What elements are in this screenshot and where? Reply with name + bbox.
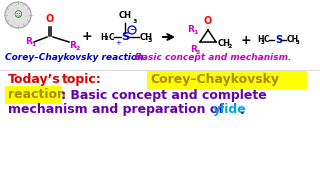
Text: 2: 2: [75, 46, 79, 51]
Text: S: S: [121, 32, 129, 42]
Text: 3: 3: [261, 39, 265, 44]
Text: R: R: [187, 26, 194, 35]
Text: .: .: [240, 103, 245, 116]
Circle shape: [128, 26, 136, 34]
Text: mechanism and preparation of: mechanism and preparation of: [8, 103, 228, 116]
Text: 3: 3: [133, 19, 137, 24]
Text: Corey–Chaykovsky reaction:: Corey–Chaykovsky reaction:: [5, 53, 150, 62]
Text: : Basic concept and complete: : Basic concept and complete: [61, 89, 267, 102]
Text: CH: CH: [218, 39, 231, 48]
Text: Corey–Chaykovsky: Corey–Chaykovsky: [150, 73, 279, 87]
Text: Today’s: Today’s: [8, 73, 61, 87]
FancyBboxPatch shape: [5, 86, 61, 104]
Text: 1: 1: [31, 42, 36, 48]
Text: C: C: [264, 35, 270, 44]
Text: O: O: [46, 14, 54, 24]
Text: R: R: [190, 46, 197, 55]
Text: H: H: [100, 33, 107, 42]
Text: reaction: reaction: [8, 89, 66, 102]
Text: H: H: [257, 35, 263, 44]
Text: CH: CH: [118, 11, 132, 20]
Text: +: +: [241, 33, 251, 46]
Text: R: R: [69, 40, 76, 50]
Text: +: +: [115, 40, 121, 46]
Text: ylide: ylide: [213, 103, 247, 116]
Text: CH: CH: [287, 35, 299, 44]
FancyBboxPatch shape: [147, 71, 307, 89]
Text: O: O: [204, 16, 212, 26]
Text: 3: 3: [148, 37, 152, 42]
Text: 1: 1: [193, 30, 197, 35]
FancyBboxPatch shape: [0, 70, 320, 180]
Text: topic:: topic:: [62, 73, 102, 87]
Text: 2: 2: [105, 37, 109, 42]
Text: 2: 2: [196, 51, 200, 55]
Text: R: R: [25, 37, 32, 46]
Text: 3: 3: [296, 39, 300, 44]
Text: Basic concept and mechanism.: Basic concept and mechanism.: [135, 53, 292, 62]
Text: ☺: ☺: [14, 10, 22, 19]
Text: C: C: [109, 33, 115, 42]
Text: +: +: [82, 30, 92, 44]
Text: CH: CH: [140, 33, 153, 42]
Text: −: −: [129, 26, 135, 35]
Circle shape: [5, 2, 31, 28]
Text: S: S: [275, 35, 282, 45]
Text: 2: 2: [227, 44, 231, 48]
